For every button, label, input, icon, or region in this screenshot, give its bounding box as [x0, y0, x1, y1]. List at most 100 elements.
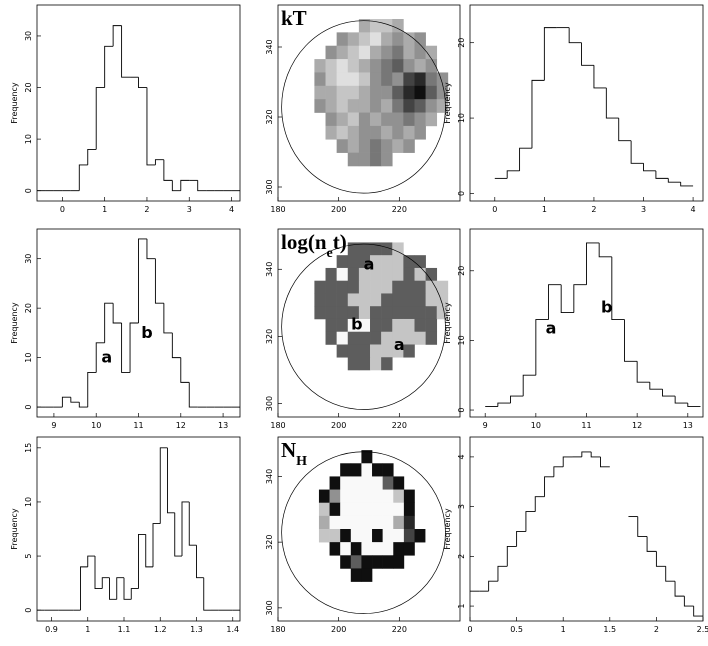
histogram-step — [590, 451, 601, 458]
pixel — [336, 306, 349, 320]
pixel — [370, 242, 382, 256]
pixel — [336, 267, 349, 281]
histogram-step — [203, 577, 211, 611]
histogram-step — [171, 332, 181, 359]
pixel — [340, 489, 352, 504]
histogram-step — [506, 545, 517, 567]
pixel — [361, 555, 373, 569]
pixel — [403, 318, 415, 333]
pixel — [403, 125, 415, 140]
pixel — [358, 59, 371, 73]
x-tick-label: 1 — [85, 625, 90, 634]
histogram-step — [146, 87, 156, 166]
pixel — [392, 19, 404, 33]
pixel — [403, 59, 415, 73]
pixel — [347, 344, 360, 358]
pixel — [370, 318, 382, 333]
pixel — [336, 99, 349, 113]
annotation: b — [141, 323, 152, 342]
pixel — [350, 529, 362, 543]
annotation: b — [351, 315, 362, 334]
axes-frame — [277, 228, 461, 418]
pixel — [393, 476, 405, 490]
pixel — [403, 255, 415, 269]
x-tick-label: 0.5 — [510, 625, 523, 634]
pixel — [403, 542, 415, 556]
pixel — [414, 529, 426, 543]
pixel — [358, 72, 371, 87]
x-tick-label: 9 — [483, 421, 488, 430]
pixel — [381, 59, 393, 73]
histogram-step — [145, 534, 153, 568]
y-tick-label: 20 — [24, 303, 33, 313]
pixel — [370, 59, 382, 73]
region-circle — [281, 20, 446, 194]
y-tick-label: 20 — [24, 82, 33, 92]
pixel — [358, 280, 371, 294]
pixel — [358, 306, 371, 320]
histogram-step — [665, 566, 676, 582]
pixel — [347, 32, 360, 47]
x-tick-label: 11 — [133, 421, 143, 430]
x-tick-label: 4 — [691, 205, 696, 214]
pixel — [318, 502, 330, 517]
pixel — [392, 72, 404, 87]
pixel — [358, 242, 371, 256]
histogram-step — [605, 87, 619, 119]
pixel — [403, 45, 415, 60]
x-tick-label: 13 — [218, 421, 228, 430]
histogram-step — [171, 180, 181, 192]
histogram-step — [180, 179, 190, 191]
region-circle — [281, 451, 446, 614]
pixel — [358, 318, 371, 333]
histogram-step — [159, 447, 168, 524]
pixel — [361, 568, 373, 582]
pixel — [381, 344, 393, 358]
histogram-step — [188, 501, 197, 546]
y-tick-label: 340 — [265, 262, 274, 277]
pixel — [358, 255, 371, 269]
title-subscript: e — [327, 246, 333, 261]
pixel — [370, 331, 382, 345]
x-tick-label: 12 — [632, 421, 642, 430]
x-tick-label: 3 — [187, 205, 192, 214]
pixel — [350, 502, 362, 517]
pixel — [392, 99, 404, 113]
pixel — [347, 139, 360, 153]
pixel — [403, 489, 415, 504]
pixel — [325, 45, 337, 60]
histogram-step — [121, 323, 131, 373]
histogram-step — [636, 361, 650, 383]
histogram-step — [154, 258, 164, 304]
histogram-step — [593, 65, 607, 89]
pixel — [392, 112, 404, 127]
pixel — [350, 489, 362, 504]
pixel — [403, 344, 415, 358]
pixel — [358, 99, 371, 113]
title-part: kT — [281, 6, 307, 30]
pixel — [393, 489, 405, 504]
histogram-step — [174, 512, 182, 557]
pixel — [325, 306, 337, 320]
pixel — [347, 125, 360, 140]
histogram-step — [138, 77, 147, 88]
histogram-step — [510, 395, 524, 404]
pixel — [361, 450, 373, 464]
pixel — [381, 19, 393, 33]
pixel — [403, 72, 415, 87]
title-subscript: H — [296, 454, 307, 469]
pixel — [361, 515, 373, 530]
histogram-step — [674, 396, 688, 404]
pixel — [350, 568, 362, 582]
pixel — [361, 542, 373, 556]
pixel — [361, 489, 373, 504]
pixel — [325, 112, 337, 127]
pixel — [414, 318, 426, 333]
histogram-step — [667, 178, 681, 183]
x-tick-label: 0 — [60, 205, 65, 214]
title-part: t) — [333, 230, 347, 254]
pixel — [403, 85, 415, 100]
pixel — [414, 255, 426, 269]
histogram-step — [548, 284, 562, 320]
x-tick-label: 200 — [331, 421, 346, 430]
